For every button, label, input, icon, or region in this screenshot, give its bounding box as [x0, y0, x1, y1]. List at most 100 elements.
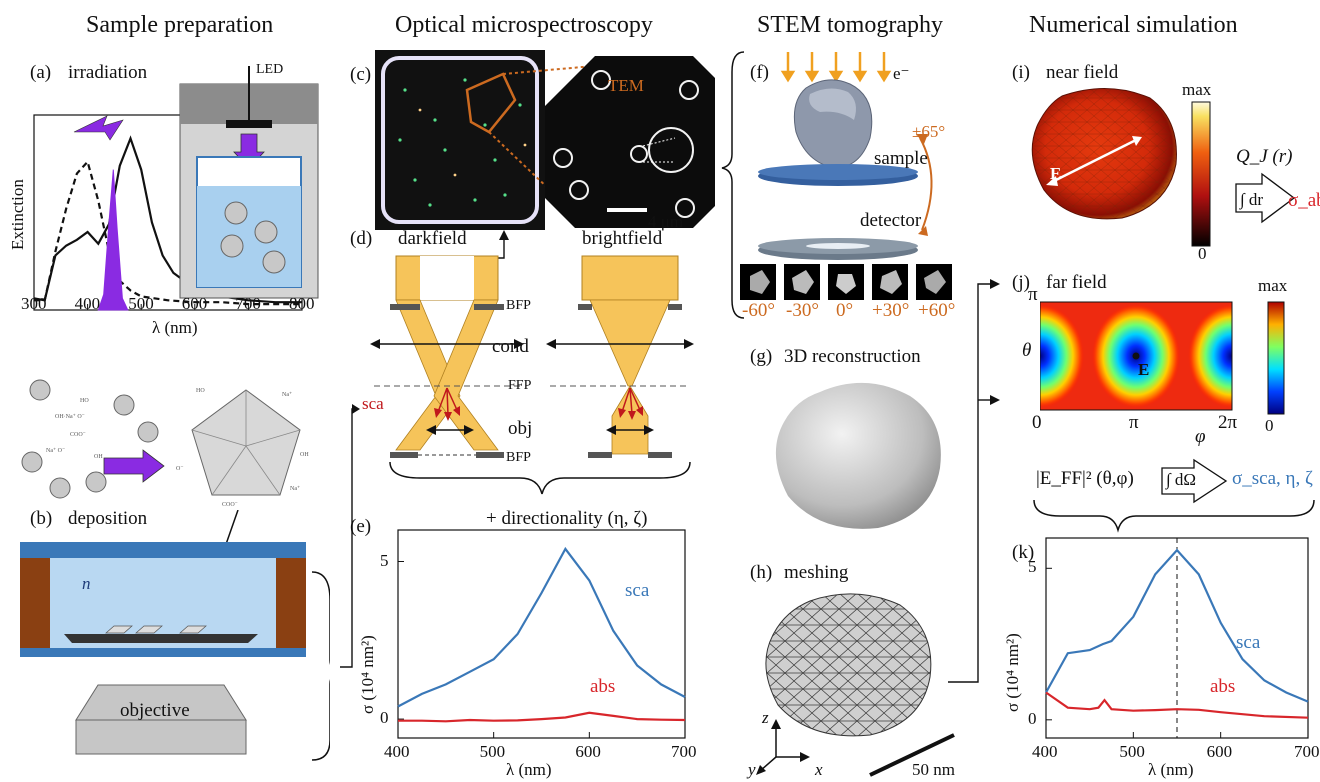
panel-a-xtick-label: 400 [74, 294, 101, 313]
led-label: LED [256, 62, 284, 77]
particle [105, 625, 133, 634]
sigma-abs-label: σ_abs [1288, 190, 1320, 211]
connector-h-to-ij [948, 279, 1000, 683]
obj-label: obj [508, 418, 533, 439]
panel-a-label: (a) [30, 62, 52, 83]
panel-e-xtick-label: 400 [384, 742, 410, 761]
colorbar-i-zero: 0 [1198, 244, 1207, 263]
panel-c-images [375, 50, 715, 230]
svg-text:OH: OH [94, 454, 103, 460]
far-field-colorbar [1267, 301, 1285, 415]
panel-f-label: (f) [750, 62, 769, 83]
tilt-angle-label: ±65° [912, 122, 946, 141]
panel-j-xtick-label: 0 [1032, 412, 1042, 433]
panel-c-label: (c) [350, 64, 372, 85]
svg-text:Na⁺: Na⁺ [282, 392, 292, 398]
svg-text:OH: OH [300, 452, 309, 458]
integral-dr-label: ∫ dr [1240, 190, 1264, 209]
panel-k-xtick-label: 700 [1294, 742, 1320, 761]
panel-e-label: (e) [350, 516, 372, 537]
panel-k-xtick-label: 600 [1206, 742, 1233, 761]
panel-i-title: near field [1046, 62, 1119, 83]
ffp-label: FFP [508, 378, 532, 393]
svg-text:COO⁻: COO⁻ [70, 432, 86, 438]
detector-label: detector [860, 210, 922, 231]
panel-a-xlabel: λ (nm) [152, 318, 198, 337]
sca-arrow-label: sca [362, 394, 384, 413]
svg-text:COO⁻: COO⁻ [222, 502, 238, 508]
panel-e-ytick-label: 5 [380, 550, 389, 570]
header-stem-tomography: STEM tomography [757, 12, 943, 38]
conversion-arrow [103, 449, 165, 483]
bfp-bottom-label: BFP [506, 450, 531, 465]
panel-k-abs-label: abs [1210, 676, 1236, 697]
brace-d [389, 461, 691, 495]
panel-b-label: (b) [30, 508, 53, 529]
tilt-angle-label: 0° [836, 300, 854, 321]
sca-line [397, 546, 686, 708]
header-optical-microspectroscopy: Optical microspectroscopy [395, 12, 653, 38]
tilt-angle-label: +30° [872, 300, 910, 321]
darkfield-image [375, 50, 545, 230]
excitation-arrow [73, 115, 124, 141]
particle [254, 220, 278, 244]
panel-j-title: far field [1046, 272, 1107, 293]
panel-f-diagram [721, 51, 952, 319]
panel-a-plot [33, 66, 319, 311]
panel-d-label: (d) [350, 228, 373, 249]
brace-f [721, 51, 745, 319]
led-icon [226, 120, 272, 128]
particle [224, 201, 248, 225]
panel-a-xtick-label: 600 [181, 294, 208, 313]
tilt-angle-label: +60° [918, 300, 956, 321]
axis-x-label: x [815, 760, 823, 779]
colorbar-i-max: max [1182, 80, 1212, 99]
near-field-colorbar [1191, 101, 1211, 247]
theta-label: θ [1022, 340, 1032, 361]
panel-b-title: deposition [68, 508, 148, 529]
cond-label: cond [492, 336, 529, 357]
panel-h-title: meshing [784, 562, 849, 583]
bfp-top-label: BFP [506, 298, 531, 313]
axis-z-label: z [762, 708, 769, 727]
medium [20, 558, 306, 648]
led-spectrum-area [97, 169, 129, 311]
panel-k-xtick-label: 400 [1032, 742, 1058, 761]
darkfield-label: darkfield [398, 228, 467, 249]
panel-g-label: (g) [750, 346, 773, 367]
panel-i-label: (i) [1012, 62, 1030, 83]
scale-bar-50nm [869, 733, 955, 777]
panel-k-sca-label: sca [1236, 632, 1261, 653]
sca-line [1045, 548, 1309, 703]
phi-label: φ [1195, 426, 1206, 447]
panel-k-ytick-label: 0 [1028, 708, 1037, 728]
panel-i-diagram [1031, 88, 1296, 247]
panel-e-sca-label: sca [625, 580, 650, 601]
spacer-left [20, 558, 50, 648]
particle [262, 250, 286, 274]
panel-j-xtick-label: π [1129, 412, 1139, 433]
panel-a-xtick-label: 500 [128, 294, 154, 313]
panel-e-abs-label: abs [590, 676, 616, 697]
panel-e-frame [397, 529, 686, 739]
sample-label: sample [874, 148, 928, 169]
objective-label: objective [120, 700, 190, 721]
scale-50nm-label: 50 nm [912, 760, 955, 779]
connector-b-to-d [340, 404, 360, 668]
directionality-label: + directionality (η, ζ) [486, 508, 648, 529]
meshing-3d [756, 593, 955, 777]
panel-a-title: irradiation [68, 62, 148, 83]
reconstruction-3d [775, 382, 941, 529]
svg-text:Na⁺ O⁻: Na⁺ O⁻ [46, 448, 65, 454]
svg-text:HO: HO [196, 388, 205, 394]
panel-d-diagram [370, 255, 694, 495]
panel-k-label: (k) [1012, 542, 1035, 563]
colorbar-j-zero: 0 [1265, 416, 1274, 435]
brace-j [1033, 499, 1315, 533]
particle [179, 625, 207, 634]
tem-label: TEM [608, 76, 644, 95]
qj-label: Q_J (r) [1236, 146, 1293, 167]
